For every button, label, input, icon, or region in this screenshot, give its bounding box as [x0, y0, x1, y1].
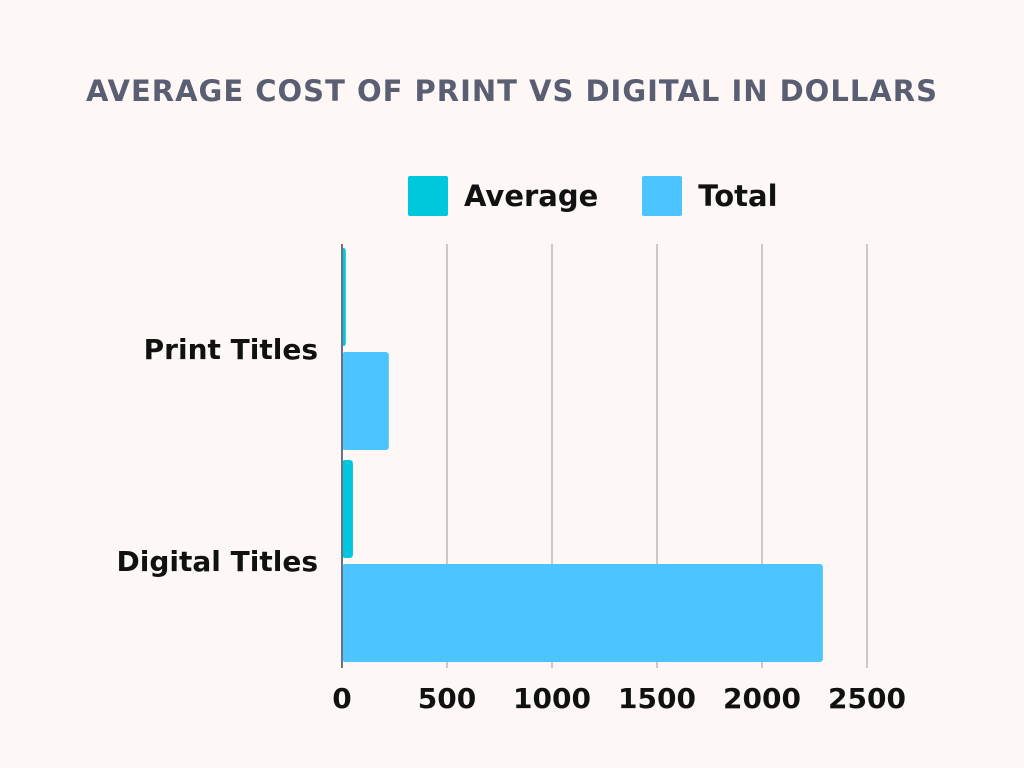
x-tick-label: 2500	[828, 682, 906, 715]
bar-total	[342, 352, 389, 450]
bar-total	[342, 564, 823, 662]
legend-swatch-average	[408, 176, 448, 216]
legend: Average Total	[408, 176, 822, 216]
legend-label-total: Total	[698, 179, 778, 213]
x-tick-label: 500	[418, 682, 476, 715]
x-tick-label: 0	[332, 682, 351, 715]
legend-label-average: Average	[464, 179, 599, 213]
legend-item-total: Total	[642, 176, 778, 216]
legend-swatch-total	[642, 176, 683, 216]
x-tick-label: 1000	[513, 682, 591, 715]
category-label: Print Titles	[144, 333, 318, 366]
legend-item-average: Average	[408, 176, 598, 216]
bar-average	[342, 460, 353, 558]
category-label: Digital Titles	[117, 545, 318, 578]
x-tick-label: 1500	[618, 682, 696, 715]
x-tick-label: 2000	[723, 682, 801, 715]
chart-title: AVERAGE COST OF PRINT VS DIGITAL IN DOLL…	[86, 74, 938, 108]
